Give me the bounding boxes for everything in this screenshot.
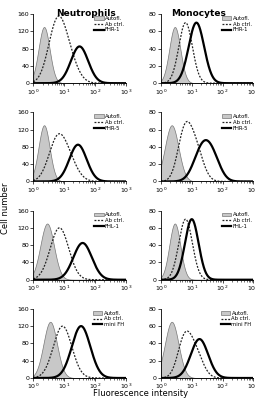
Legend: Autofl., Ab ctrl., FHL-1: Autofl., Ab ctrl., FHL-1: [220, 211, 253, 230]
Legend: Autofl., Ab ctrl., FHR-5: Autofl., Ab ctrl., FHR-5: [220, 113, 253, 132]
Legend: Autofl., Ab ctrl., FHR-5: Autofl., Ab ctrl., FHR-5: [93, 113, 125, 132]
Legend: Autofl., Ab ctrl., FHL-1: Autofl., Ab ctrl., FHL-1: [93, 211, 125, 230]
Legend: Autofl., Ab ctrl., mini FH: Autofl., Ab ctrl., mini FH: [219, 309, 253, 328]
Legend: Autofl., Ab ctrl., mini FH: Autofl., Ab ctrl., mini FH: [92, 309, 125, 328]
Text: Cell number: Cell number: [1, 182, 10, 234]
Text: Fluorescence intensity: Fluorescence intensity: [93, 389, 188, 398]
Text: Monocytes: Monocytes: [171, 9, 226, 18]
Text: Neutrophils: Neutrophils: [56, 9, 116, 18]
Legend: Autofl., Ab ctrl., FHR-1: Autofl., Ab ctrl., FHR-1: [93, 14, 125, 34]
Legend: Autofl., Ab ctrl., FHR-1: Autofl., Ab ctrl., FHR-1: [220, 14, 253, 34]
